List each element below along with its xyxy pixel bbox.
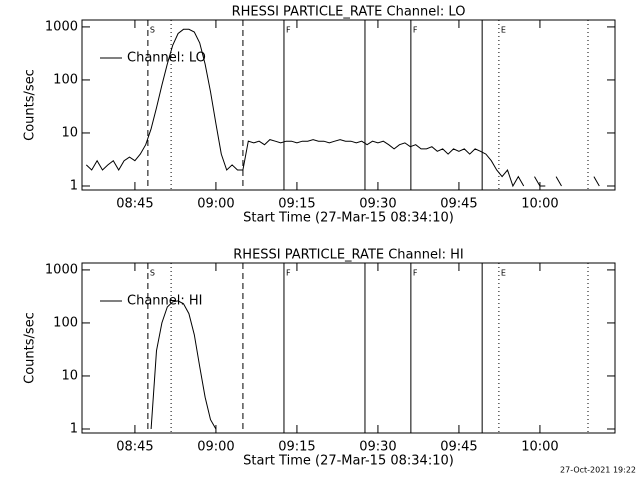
y-tick-label: 1 (70, 421, 78, 436)
marker-label: F (413, 26, 418, 35)
x-tick-label: 08:45 (116, 197, 153, 212)
plot-area: Channel: HI (100, 294, 217, 430)
y-tick-label: 1000 (45, 262, 78, 277)
marker-label: F (413, 269, 418, 278)
legend-label: Channel: HI (127, 294, 203, 309)
y-tick-label: 100 (53, 72, 78, 87)
marker-label: E (501, 26, 506, 35)
data-line (85, 28, 600, 188)
footer: 27-Oct-2021 19:22 (560, 466, 636, 475)
y-tick-label: 10 (61, 368, 78, 383)
marker-label: F (286, 269, 291, 278)
y-tick-label: 100 (53, 315, 78, 330)
legend-label: Channel: LO (127, 51, 206, 66)
chart-title: RHESSI PARTICLE_RATE Channel: LO (232, 5, 466, 20)
x-tick-label: 10:00 (521, 440, 558, 455)
y-tick-label: 10 (61, 125, 78, 140)
x-axis-label: Start Time (27-Mar-15 08:34:10) (243, 211, 454, 226)
chart: RHESSI PARTICLE_RATE Channel: HI Start Ti… (23, 248, 616, 469)
x-tick-label: 09:45 (440, 197, 477, 212)
x-tick-label: 09:30 (359, 197, 396, 212)
y-axis-label: Counts/sec (23, 69, 38, 141)
x-tick-label: 09:30 (359, 440, 396, 455)
data-line (150, 300, 217, 430)
x-tick-label: 09:00 (197, 440, 234, 455)
marker-label: S (150, 26, 155, 35)
x-tick-label: 09:15 (278, 440, 315, 455)
chart: RHESSI PARTICLE_RATE Channel: LO Start Ti… (23, 5, 616, 226)
frame (81, 19, 616, 191)
x-tick-label: 10:00 (521, 197, 558, 212)
marker-label: F (286, 26, 291, 35)
chart-title: RHESSI PARTICLE_RATE Channel: HI (233, 248, 463, 263)
x-tick-label: 09:15 (278, 197, 315, 212)
x-tick-label: 09:00 (197, 197, 234, 212)
y-axis-label: Counts/sec (23, 312, 38, 384)
marker-label: E (501, 269, 506, 278)
x-tick-label: 09:45 (440, 440, 477, 455)
frame (81, 262, 616, 434)
marker-label: S (150, 269, 155, 278)
y-tick-label: 1000 (45, 19, 78, 34)
plot-area: Channel: LO (85, 28, 600, 188)
x-axis-label: Start Time (27-Mar-15 08:34:10) (243, 454, 454, 469)
y-tick-label: 1 (70, 178, 78, 193)
x-tick-label: 08:45 (116, 440, 153, 455)
